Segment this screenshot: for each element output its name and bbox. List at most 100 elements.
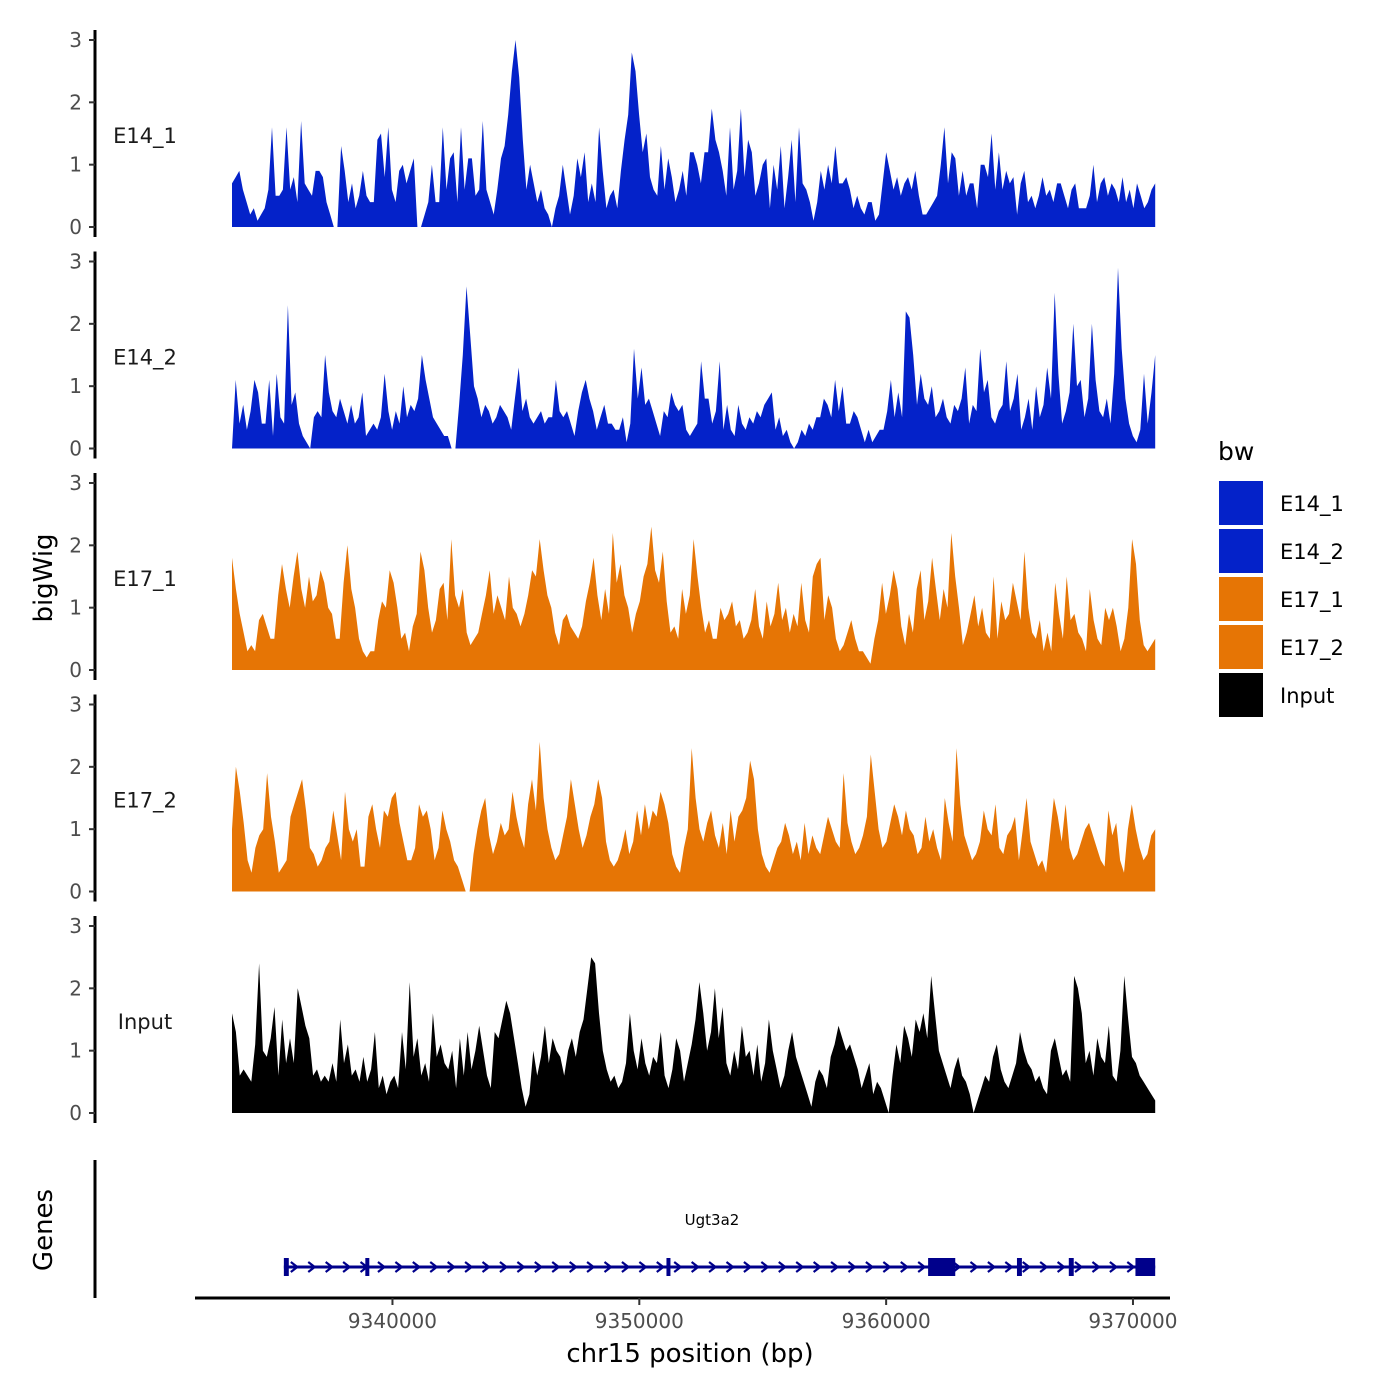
strand-chevron xyxy=(446,1261,456,1273)
strand-chevron xyxy=(499,1261,509,1273)
strand-chevron xyxy=(917,1261,927,1273)
strand-chevron xyxy=(865,1261,875,1273)
strand-chevron xyxy=(708,1261,718,1273)
track-input: 0 1 2 3 Input xyxy=(69,914,1156,1125)
y-tick-label: 0 xyxy=(69,658,82,682)
strand-chevron xyxy=(812,1261,822,1273)
y-tick-label: 2 xyxy=(69,533,82,557)
strand-chevron xyxy=(307,1261,317,1273)
strand-chevron xyxy=(830,1261,840,1273)
y-tick-label: 3 xyxy=(69,914,82,938)
legend-label: Input xyxy=(1280,684,1334,708)
legend-key xyxy=(1217,527,1265,575)
strand-chevron xyxy=(551,1261,561,1273)
strand-chevron xyxy=(621,1261,631,1273)
strand-chevron xyxy=(795,1261,805,1273)
legend: E14_1 E14_2 E17_1 E17_2 Input xyxy=(1217,479,1344,719)
strand-chevron xyxy=(690,1261,700,1273)
strand-chevron xyxy=(1091,1261,1101,1273)
y-tick-label: 0 xyxy=(69,880,82,904)
y-tick-label: 1 xyxy=(69,596,82,620)
exon xyxy=(283,1258,289,1276)
strand-chevron xyxy=(586,1261,596,1273)
track-e14-2: 0 1 2 3 E14_2 xyxy=(69,250,1156,461)
strand-chevron xyxy=(725,1261,735,1273)
x-tick-label: 9340000 xyxy=(348,1309,437,1333)
track-e17-2: 0 1 2 3 E17_2 xyxy=(69,693,1156,904)
coverage-area xyxy=(232,957,1156,1113)
strand-chevron xyxy=(987,1261,997,1273)
legend-key xyxy=(1217,623,1265,671)
y-tick-label: 1 xyxy=(69,817,82,841)
track-label: E17_1 xyxy=(113,567,177,592)
tracks-group: 0 1 2 3 E14_1 0 1 2 3 E14_2 0 1 2 3 E17_1 0 1 2 3 E17_2 0 1 2 3… xyxy=(69,28,1156,1125)
legend-key xyxy=(1217,479,1265,527)
y-tick-label: 2 xyxy=(69,976,82,1000)
y-tick-label: 3 xyxy=(69,693,82,717)
strand-chevron xyxy=(464,1261,474,1273)
gene-name-label: Ugt3a2 xyxy=(685,1211,740,1229)
coverage-area xyxy=(232,267,1156,449)
strand-chevron xyxy=(638,1261,648,1273)
strand-chevron xyxy=(1056,1261,1066,1273)
y-tick-label: 3 xyxy=(69,471,82,495)
x-axis: 9340000 9350000 9360000 9370000 xyxy=(195,1296,1178,1333)
y-tick-label: 2 xyxy=(69,90,82,114)
strand-chevron xyxy=(1074,1261,1084,1273)
legend-key xyxy=(1217,671,1265,719)
y-tick-label: 3 xyxy=(69,250,82,274)
legend-label: E14_2 xyxy=(1280,540,1344,565)
exon xyxy=(1135,1258,1156,1276)
strand-chevron xyxy=(847,1261,857,1273)
y-tick-label: 1 xyxy=(69,1039,82,1063)
strand-chevron xyxy=(534,1261,544,1273)
strand-chevron xyxy=(516,1261,526,1273)
strand-chevron xyxy=(778,1261,788,1273)
track-label: Input xyxy=(118,1010,172,1034)
strand-chevron xyxy=(1126,1261,1136,1273)
strand-chevron xyxy=(760,1261,770,1273)
strand-chevron xyxy=(900,1261,910,1273)
strand-chevron xyxy=(1022,1261,1032,1273)
strand-chevron xyxy=(603,1261,613,1273)
y-tick-label: 2 xyxy=(69,755,82,779)
exon xyxy=(1068,1258,1074,1276)
legend-label: E17_1 xyxy=(1280,588,1344,613)
legend-key xyxy=(1217,575,1265,623)
strand-chevron xyxy=(481,1261,491,1273)
strand-chevron xyxy=(429,1261,439,1273)
gene-track xyxy=(93,1160,1156,1298)
y-tick-label: 1 xyxy=(69,374,82,398)
legend-label: E17_2 xyxy=(1280,636,1344,661)
coverage-area xyxy=(232,741,1156,892)
coverage-area xyxy=(232,526,1156,670)
y-tick-label: 0 xyxy=(69,437,82,461)
y-tick-label: 2 xyxy=(69,312,82,336)
strand-chevron xyxy=(743,1261,753,1273)
track-e17-1: 0 1 2 3 E17_1 xyxy=(69,471,1156,682)
y-tick-label: 1 xyxy=(69,153,82,177)
strand-chevron xyxy=(1004,1261,1014,1273)
legend-title: bw xyxy=(1218,437,1254,466)
track-label: E14_2 xyxy=(113,346,177,371)
y-axis-title: bigWig xyxy=(29,533,59,622)
strand-chevron xyxy=(673,1261,683,1273)
y-tick-label: 0 xyxy=(69,215,82,239)
track-e14-1: 0 1 2 3 E14_1 xyxy=(69,28,1156,239)
strand-chevron xyxy=(377,1261,387,1273)
x-tick-label: 9370000 xyxy=(1088,1309,1177,1333)
x-axis-title: chr15 position (bp) xyxy=(566,1339,813,1369)
strand-chevron xyxy=(656,1261,666,1273)
x-tick-label: 9360000 xyxy=(842,1309,931,1333)
x-tick-label: 9350000 xyxy=(595,1309,684,1333)
y-tick-label: 3 xyxy=(69,28,82,52)
strand-chevron xyxy=(969,1261,979,1273)
coverage-area xyxy=(232,40,1156,227)
strand-chevron xyxy=(1039,1261,1049,1273)
strand-chevron xyxy=(324,1261,334,1273)
strand-chevron xyxy=(394,1261,404,1273)
strand-chevron xyxy=(290,1261,300,1273)
strand-chevron xyxy=(882,1261,892,1273)
track-label: E14_1 xyxy=(113,124,177,149)
